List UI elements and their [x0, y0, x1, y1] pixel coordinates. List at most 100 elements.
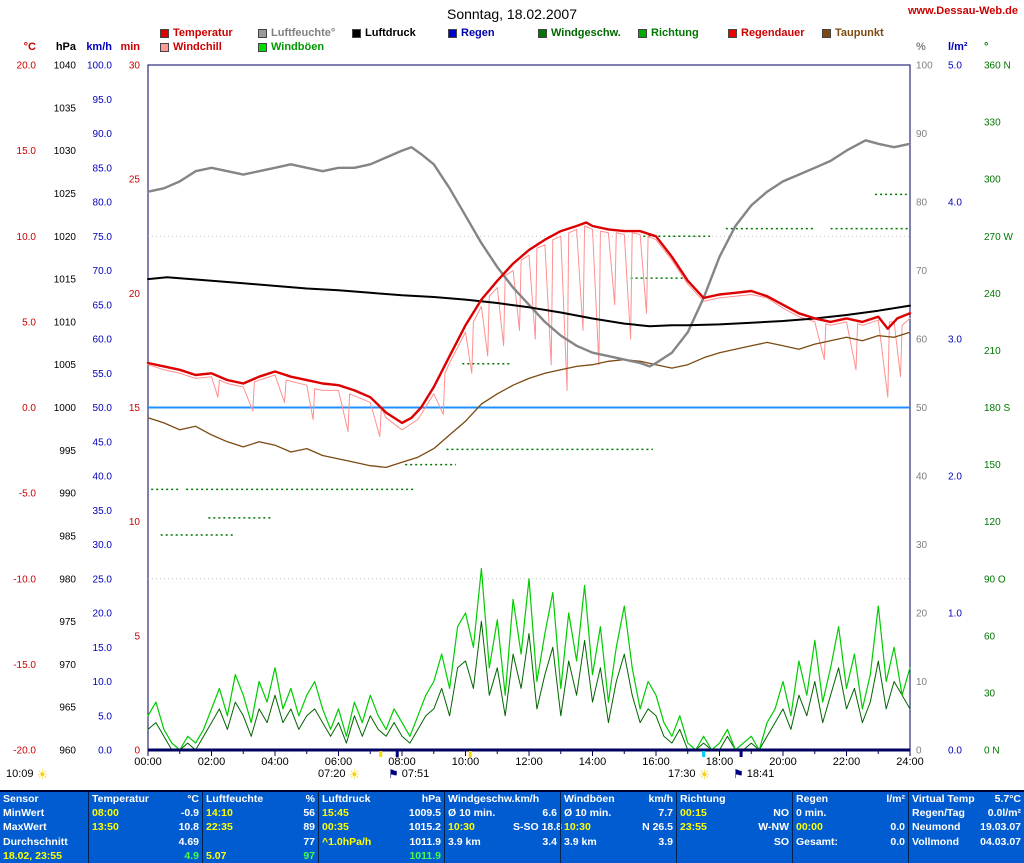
rain-axis-tick: 3.0 — [948, 335, 962, 346]
rainduration-axis-tick: 0 — [134, 746, 140, 757]
ephemeris-sun-time: 10:09 ☀ — [6, 766, 49, 782]
table-cell: 3.9 km — [560, 834, 624, 849]
temperature-axis-unit: °C — [24, 41, 36, 53]
legend-swatch — [160, 28, 169, 38]
humidity-axis-tick: 50 — [916, 403, 928, 414]
table-cell — [88, 848, 144, 863]
pressure-axis-tick: 960 — [59, 746, 76, 757]
table-row: MinWert 08:00 -0.9 14:10 56 15:45 1009.5 Ø 10 m… — [0, 806, 1024, 821]
sun-icon: ☀ — [36, 766, 49, 782]
humidity-axis-tick: 70 — [916, 266, 928, 277]
ephemeris-flag-time: ⚑ 18:41 — [733, 768, 774, 781]
table-cell: 14:10 — [202, 806, 262, 821]
table-cell: 18.02, 23:55 — [3, 849, 62, 862]
windspeed-axis-tick: 55.0 — [93, 369, 113, 380]
temperature-axis-tick: -10.0 — [13, 574, 36, 585]
pressure-axis-tick: 995 — [59, 446, 76, 457]
table-cell: 6.6 — [542, 807, 557, 820]
table-cell: % — [305, 793, 315, 805]
pressure-axis-tick: 990 — [59, 489, 76, 500]
windspeed-axis-tick: 45.0 — [93, 437, 113, 448]
table-cell: 0.0 — [890, 835, 905, 848]
legend-label: Luftfeuchte° — [271, 27, 336, 39]
table-cell: Windböen — [560, 792, 624, 807]
legend-item-regendauer: Regendauer — [728, 27, 805, 39]
table-cell: 1011.9 — [409, 849, 441, 862]
website-link[interactable]: www.Dessau-Web.de — [907, 5, 1018, 17]
table-cell: Temperatur — [88, 792, 149, 807]
table-cell — [624, 849, 676, 863]
x-tick-label: 14:00 — [579, 756, 607, 768]
x-tick-label: 06:00 — [325, 756, 353, 768]
table-cell: 5.7°C — [994, 793, 1021, 805]
x-tick-label: 00:00 — [134, 756, 162, 768]
legend-label: Windböen — [271, 41, 325, 53]
pressure-axis-tick: 1005 — [54, 360, 77, 371]
pressure-axis-tick: 1035 — [54, 103, 77, 114]
series-luftfeuchte — [146, 139, 912, 368]
direction-axis-unit: ° — [984, 41, 988, 53]
legend-swatch — [728, 28, 737, 38]
table-cell: 1009.5 — [408, 807, 441, 820]
legend-label: Windgeschw. — [551, 27, 621, 39]
ephemeris-sun-time: 07:20 ☀ — [318, 768, 360, 781]
stats-table: Sensor Temperatur °C Luftfeuchte% Luftdruck h… — [0, 790, 1024, 863]
table-cell: Durchschnitt — [3, 835, 68, 848]
table-cell: Regen/Tag — [908, 806, 966, 821]
humidity-axis-tick: 60 — [916, 335, 928, 346]
legend-swatch — [160, 42, 169, 52]
table-cell: -0.9 — [180, 807, 199, 820]
windspeed-axis-tick: 65.0 — [93, 300, 113, 311]
table-cell: Ø 10 min. — [560, 806, 624, 821]
direction-axis-tick: 240 — [984, 289, 1001, 300]
legend-item-luftdruck: Luftdruck — [352, 27, 416, 39]
pressure-axis-tick: 965 — [59, 703, 76, 714]
pressure-axis-tick: 1040 — [54, 61, 77, 72]
rain-axis-tick: 4.0 — [948, 198, 962, 209]
rainduration-axis-tick: 30 — [129, 61, 141, 72]
x-tick-label: 24:00 — [896, 756, 924, 768]
pressure-axis-tick: 1030 — [54, 146, 77, 157]
humidity-axis-tick: 90 — [916, 129, 928, 140]
table-cell — [732, 849, 792, 863]
legend-item-windchill: Windchill — [160, 41, 222, 53]
table-cell — [908, 848, 966, 863]
series-windchill — [147, 225, 911, 438]
table-row: Sensor Temperatur °C Luftfeuchte% Luftdruck h… — [0, 792, 1024, 807]
humidity-axis-tick: 30 — [916, 540, 928, 551]
legend-label: Regen — [461, 27, 495, 39]
table-cell — [318, 848, 382, 863]
x-tick-label: 18:00 — [706, 756, 734, 768]
legend-item-luftfeuchte: Luftfeuchte° — [258, 27, 335, 39]
legend-label: Temperatur — [173, 27, 233, 39]
legend-item-regen: Regen — [448, 27, 495, 39]
humidity-axis-tick: 80 — [916, 198, 928, 209]
table-cell: SO — [773, 835, 789, 848]
windspeed-axis-tick: 15.0 — [93, 643, 113, 654]
humidity-axis-tick: 10 — [916, 677, 928, 688]
windspeed-axis-tick: 85.0 — [93, 163, 113, 174]
table-cell: 3.4 — [542, 835, 557, 848]
direction-axis-tick: 330 — [984, 118, 1001, 129]
direction-axis-tick: 30 — [984, 688, 996, 699]
table-cell: 7.7 — [658, 807, 673, 820]
table-cell: Neumond — [908, 820, 966, 835]
legend-item-windgeschw: Windgeschw. — [538, 27, 621, 39]
rain-axis-tick: 0.0 — [948, 746, 962, 757]
table-cell: 19.03.07 — [980, 821, 1021, 834]
temperature-axis-tick: 20.0 — [17, 61, 37, 72]
rainduration-axis-tick: 5 — [134, 631, 140, 642]
x-tick-label: 10:00 — [452, 756, 480, 768]
windspeed-axis-tick: 60.0 — [93, 335, 113, 346]
legend-swatch — [352, 28, 361, 38]
table-cell: 13:50 — [88, 820, 144, 835]
legend-item-temperatur: Temperatur — [160, 27, 233, 39]
humidity-axis-unit: % — [916, 41, 926, 53]
rainduration-axis-tick: 20 — [129, 289, 141, 300]
table-cell: ^1.0hPa/h — [318, 834, 382, 849]
table-cell: 08:00 — [88, 806, 144, 821]
pressure-axis-tick: 970 — [59, 660, 76, 671]
table-cell: Windgeschw.km/h — [444, 792, 539, 807]
legend-item-windb-en: Windböen — [258, 41, 324, 53]
table-cell: Sensor — [3, 793, 39, 805]
